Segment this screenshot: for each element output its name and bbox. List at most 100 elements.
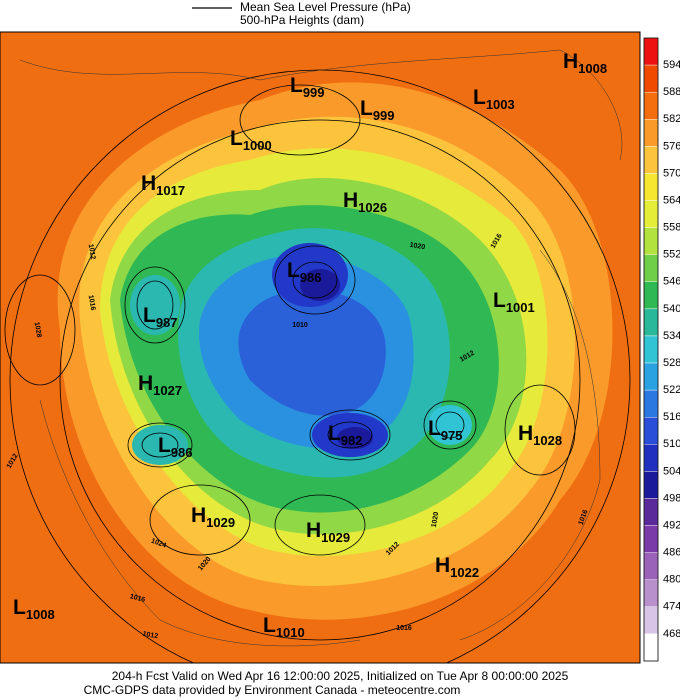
colorbar-swatch (643, 471, 659, 499)
colorbar-label: 492 (663, 519, 680, 531)
center-value: 975 (441, 428, 463, 443)
colorbar-swatch (643, 552, 659, 580)
contour-label: 1010 (292, 322, 308, 329)
colorbar-swatch (643, 362, 659, 391)
center-letter: L (143, 304, 156, 327)
center-value: 1029 (321, 530, 350, 545)
center-letter: L (290, 74, 303, 97)
colorbar-label: 528 (663, 357, 680, 369)
colorbar-label: 570 (663, 167, 680, 179)
center-letter: H (141, 172, 156, 195)
colorbar-swatch (643, 146, 659, 174)
center-value: 1022 (450, 565, 479, 580)
colorbar-swatch (643, 64, 659, 93)
colorbar-label: 552 (663, 249, 680, 261)
contour-label: 1020 (409, 242, 426, 252)
colorbar-label: 558 (663, 222, 680, 234)
colorbar-label: 534 (663, 330, 680, 342)
colorbar-label: 474 (663, 601, 680, 613)
colorbar-swatch (643, 389, 659, 418)
colorbar-label: 564 (663, 194, 680, 206)
colorbar-label: 510 (663, 438, 680, 450)
footer-text: 204-h Fcst Valid on Wed Apr 16 12:00:00 … (112, 669, 569, 683)
center-value: 1027 (153, 383, 182, 398)
center-letter: L (428, 417, 441, 440)
center-letter: H (306, 519, 321, 542)
colorbar-swatch (643, 335, 659, 364)
pressure-center: L999 (290, 74, 325, 100)
pressure-center: L1008 (13, 596, 55, 622)
pressure-center: L987 (143, 304, 178, 330)
pressure-center: L986 (287, 259, 322, 285)
contour-label: 1016 (578, 509, 590, 526)
pressure-center: H1029 (306, 519, 350, 545)
contour-label: 1016 (129, 593, 146, 604)
center-value: 1028 (533, 433, 562, 448)
colorbar-swatch (643, 633, 659, 662)
pressure-center: L982 (328, 422, 363, 448)
map-field (0, 32, 640, 663)
pressure-center: L1003 (473, 86, 515, 112)
center-value: 1001 (506, 300, 535, 315)
colorbar-label: 576 (663, 140, 680, 152)
contour-label: 1012 (87, 243, 97, 260)
center-letter: H (138, 372, 153, 395)
colorbar-swatch (643, 119, 659, 147)
center-value: 1008 (578, 61, 607, 76)
colorbar-swatch (643, 200, 659, 228)
center-value: 986 (300, 270, 322, 285)
center-letter: L (493, 289, 506, 312)
colorbar-swatch (643, 498, 659, 526)
center-letter: L (360, 97, 373, 120)
center-letter: L (287, 259, 300, 282)
pressure-center: H1029 (191, 504, 235, 530)
colorbar-label: 486 (663, 547, 680, 559)
center-letter: L (13, 596, 26, 619)
colorbar-label: 588 (663, 86, 680, 98)
pressure-center: H1026 (343, 189, 387, 215)
center-value: 999 (303, 85, 325, 100)
pressure-center: L975 (428, 417, 463, 443)
colorbar-label: 594 (663, 59, 680, 71)
center-value: 1026 (358, 200, 387, 215)
colorbar-swatch (643, 37, 659, 66)
pressure-center: L1010 (263, 614, 305, 640)
pressure-center: L999 (360, 97, 395, 123)
pressure-center: H1008 (563, 50, 607, 76)
center-letter: L (230, 127, 243, 150)
colorbar-swatch (643, 173, 659, 201)
legend-text: Mean Sea Level Pressure (hPa) (240, 0, 411, 14)
center-letter: L (473, 86, 486, 109)
center-value: 1003 (486, 97, 515, 112)
legend-text: 500-hPa Heights (dam) (240, 13, 364, 27)
center-value: 1000 (243, 138, 272, 153)
center-letter: L (263, 614, 276, 637)
center-letter: L (158, 434, 171, 457)
colorbar-swatch (643, 281, 659, 310)
pressure-center: L1001 (493, 289, 535, 315)
contour-label: 1012 (142, 631, 159, 641)
colorbar-swatch (643, 417, 659, 445)
colorbar-label: 516 (663, 411, 680, 423)
center-value: 1008 (26, 607, 55, 622)
colorbar-swatch (643, 444, 659, 472)
center-value: 982 (341, 433, 363, 448)
colorbar-swatch (643, 227, 659, 255)
colorbar-swatch (643, 254, 659, 282)
colorbar-label: 498 (663, 492, 680, 504)
map-frame (0, 31, 641, 664)
pressure-center: H1017 (141, 172, 185, 198)
pressure-center: L1000 (230, 127, 272, 153)
center-value: 1010 (276, 625, 305, 640)
center-value: 1029 (206, 515, 235, 530)
center-letter: H (435, 554, 450, 577)
footer-text: CMC-GDPS data provided by Environment Ca… (84, 683, 461, 697)
center-value: 1017 (156, 183, 185, 198)
contour-label: 1028 (33, 321, 43, 338)
center-letter: H (343, 189, 358, 212)
colorbar-swatch (643, 308, 659, 337)
colorbar-label: 540 (663, 303, 680, 315)
